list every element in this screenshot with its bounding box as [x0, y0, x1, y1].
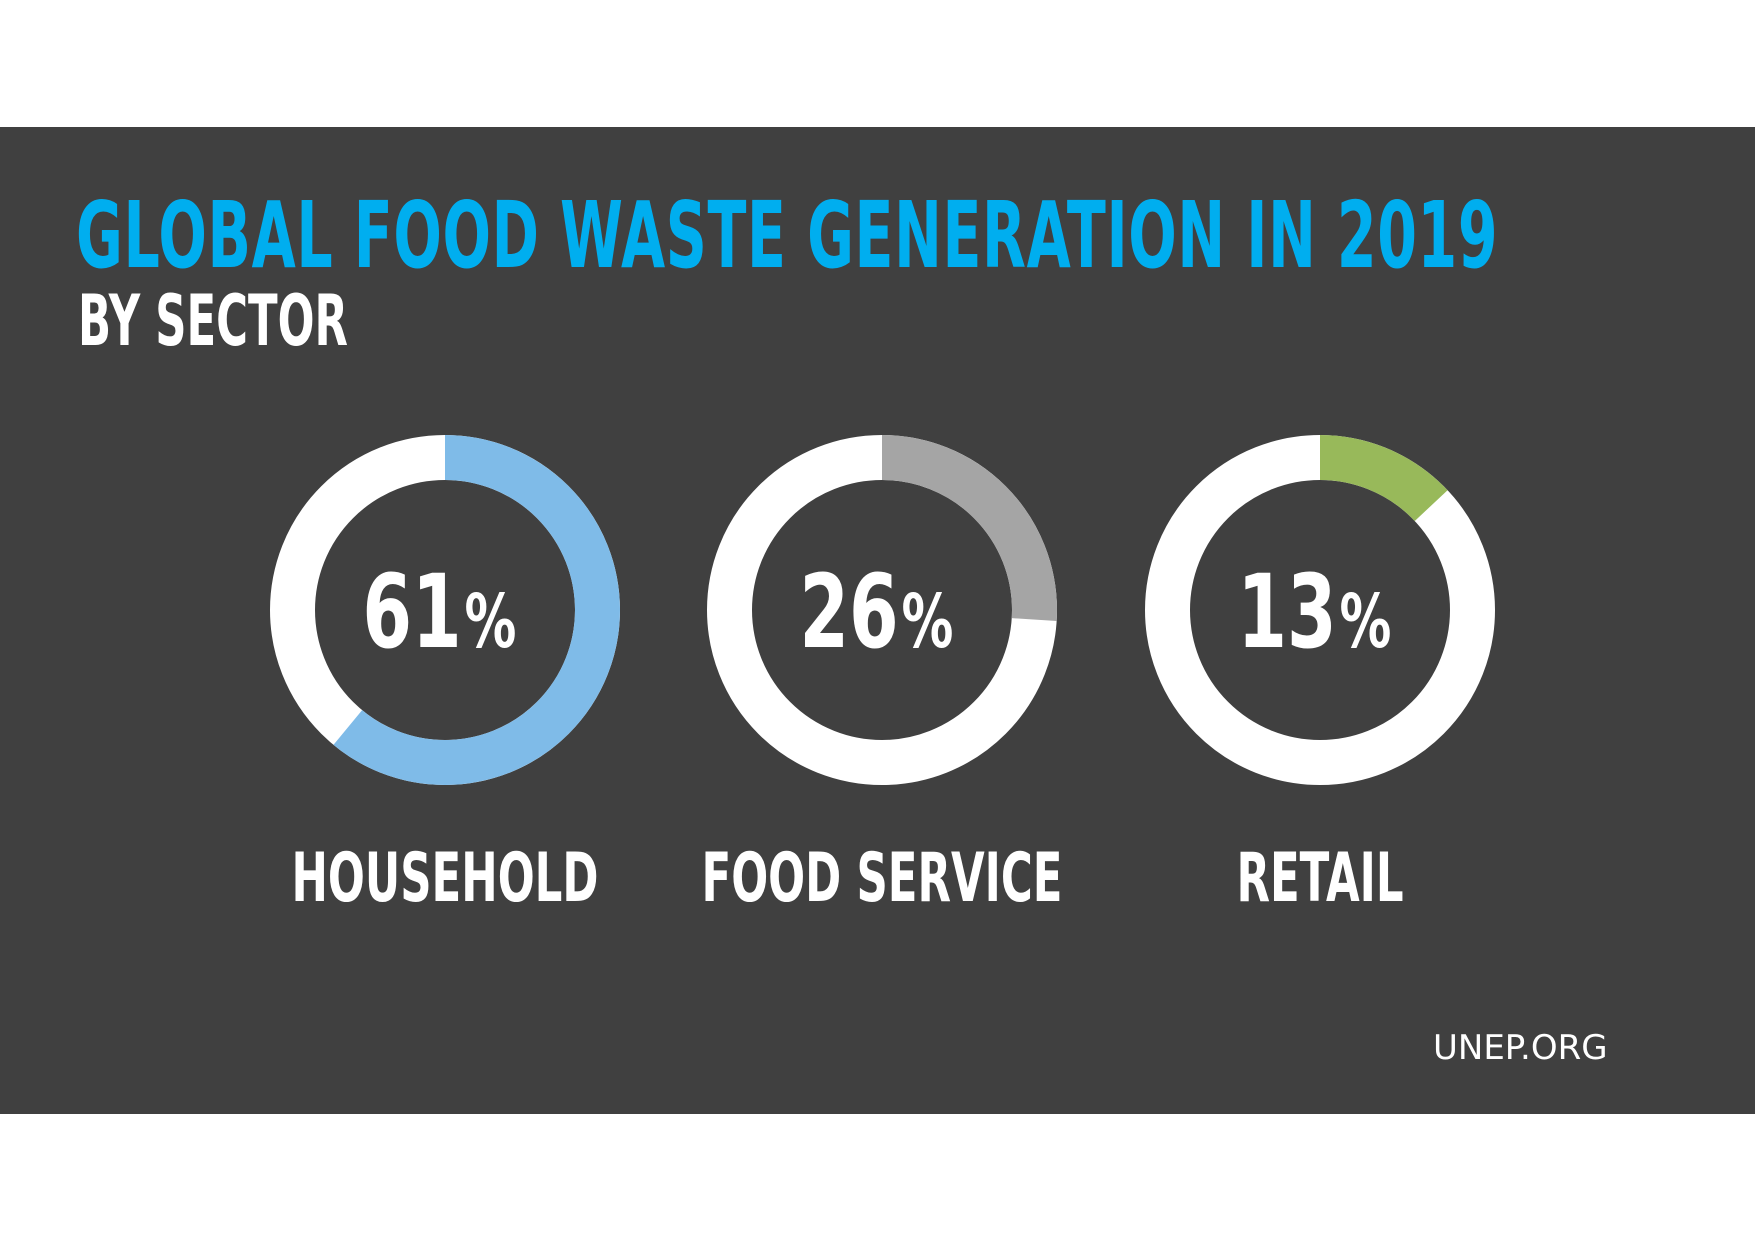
- category-label: RETAIL: [1236, 839, 1403, 918]
- donut-0: 61% HOUSEHOLD: [270, 435, 620, 918]
- value-label: 61%: [362, 552, 516, 671]
- chart-subtitle: BY SECTOR: [78, 280, 348, 362]
- value-label: 13%: [1237, 552, 1391, 671]
- donut-2: 13% RETAIL: [1145, 435, 1495, 918]
- donut-slice-food-service: [882, 435, 1058, 621]
- donut-1: 26% FOOD SERVICE: [701, 435, 1063, 918]
- category-label: FOOD SERVICE: [701, 839, 1062, 918]
- category-label: HOUSEHOLD: [291, 839, 598, 918]
- donut-slice-household: [333, 435, 620, 785]
- donut-slice-retail: [1320, 435, 1448, 522]
- source-label: UNEP.ORG: [1433, 1028, 1608, 1068]
- value-label: 26%: [799, 552, 953, 671]
- chart-title: GLOBAL FOOD WASTE GENERATION IN 2019: [76, 182, 1499, 289]
